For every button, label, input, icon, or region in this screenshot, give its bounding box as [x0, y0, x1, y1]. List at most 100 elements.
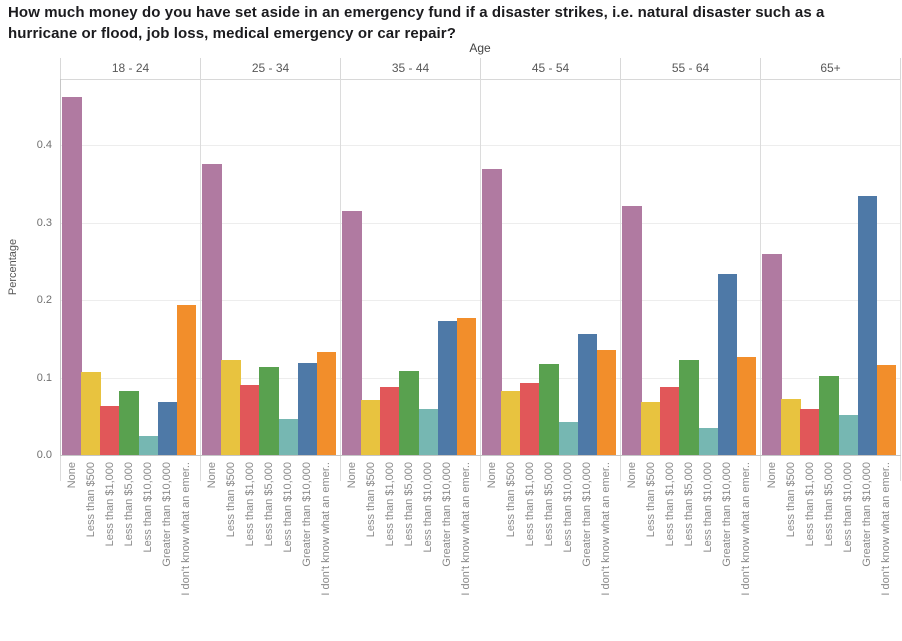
bar-55-64-cat5[interactable]	[698, 427, 719, 455]
facet-header-3[interactable]: 35 - 44	[340, 58, 480, 79]
bar-65+-cat2[interactable]	[781, 399, 801, 455]
bar-35-44-cat3[interactable]	[380, 386, 400, 455]
x-category-label[interactable]: None	[765, 462, 778, 489]
x-category-label[interactable]: Less than $500	[364, 462, 377, 538]
axis-tick-mark	[200, 455, 201, 481]
bar-45-54-cat4[interactable]	[539, 364, 559, 455]
x-category-label[interactable]: I don't know what an emer..	[600, 462, 613, 596]
x-category-label[interactable]: Less than $1,000	[383, 462, 396, 547]
bar-25-34-cat4[interactable]	[259, 367, 279, 455]
bar-65+-cat4[interactable]	[819, 375, 839, 455]
x-category-label[interactable]: None	[485, 462, 498, 489]
x-category-label[interactable]: I don't know what an emer..	[880, 462, 893, 596]
bar-55-64-cat1[interactable]	[622, 206, 642, 455]
x-category-label[interactable]: Less than $10,000	[842, 462, 855, 553]
facet-header-2[interactable]: 25 - 34	[200, 58, 340, 79]
facet-header-6[interactable]: 65+	[760, 58, 900, 79]
facet-header-1[interactable]: 18 - 24	[60, 58, 200, 79]
x-category-label[interactable]: Less than $1,000	[243, 462, 256, 547]
bar-55-64-cat7[interactable]	[736, 357, 757, 455]
x-category-label[interactable]: Less than $500	[84, 462, 97, 538]
x-category-label[interactable]: Less than $1,000	[523, 462, 536, 547]
x-category-label[interactable]: Less than $10,000	[702, 462, 715, 553]
bar-35-44-cat5[interactable]	[418, 409, 439, 455]
bar-65+-cat3[interactable]	[800, 408, 820, 455]
facet-header-4[interactable]: 45 - 54	[480, 58, 620, 79]
bar-55-64-cat4[interactable]	[679, 359, 699, 455]
bar-18-24-cat3[interactable]	[100, 406, 120, 455]
x-category-label[interactable]: Greater than $10,000	[301, 462, 314, 567]
bar-18-24-cat5[interactable]	[138, 435, 159, 455]
panel-divider	[760, 79, 761, 455]
x-category-label[interactable]: Greater than $10,000	[721, 462, 734, 567]
bar-65+-cat7[interactable]	[876, 365, 897, 455]
x-category-label[interactable]: Greater than $10,000	[161, 462, 174, 567]
x-category-label[interactable]: I don't know what an emer..	[740, 462, 753, 596]
bar-25-34-cat1[interactable]	[202, 164, 222, 455]
x-category-label[interactable]: Less than $500	[504, 462, 517, 538]
x-category-label[interactable]: Less than $5,000	[403, 462, 415, 547]
panel-divider	[480, 79, 481, 455]
x-category-label[interactable]: Less than $10,000	[282, 462, 295, 553]
x-category-label[interactable]: None	[625, 462, 638, 489]
x-category-label[interactable]: Greater than $10,000	[441, 462, 454, 567]
x-category-label[interactable]: Greater than $10,000	[861, 462, 874, 567]
x-category-label[interactable]: Less than $10,000	[562, 462, 575, 553]
panel-divider	[340, 79, 341, 455]
bar-25-34-cat2[interactable]	[221, 360, 241, 455]
bar-35-44-cat7[interactable]	[456, 317, 477, 455]
x-category-label[interactable]: None	[345, 462, 358, 489]
bar-65+-cat6[interactable]	[857, 196, 878, 455]
x-category-label[interactable]: I don't know what an emer..	[180, 462, 193, 596]
x-category-label[interactable]: Less than $5,000	[683, 462, 695, 547]
x-category-label[interactable]: Greater than $10,000	[581, 462, 594, 567]
bar-35-44-cat2[interactable]	[361, 399, 381, 455]
bar-45-54-cat6[interactable]	[577, 334, 598, 455]
x-category-label[interactable]: None	[205, 462, 218, 489]
axis-tick-mark	[340, 455, 341, 481]
x-category-label[interactable]: Less than $5,000	[543, 462, 555, 547]
bar-18-24-cat7[interactable]	[176, 304, 197, 455]
x-category-label[interactable]: I don't know what an emer..	[460, 462, 473, 596]
bar-25-34-cat7[interactable]	[316, 351, 337, 455]
x-category-label[interactable]: None	[65, 462, 78, 489]
y-axis-line	[60, 79, 61, 455]
bar-35-44-cat1[interactable]	[342, 210, 362, 455]
x-category-label[interactable]: Less than $5,000	[263, 462, 275, 547]
bar-18-24-cat6[interactable]	[157, 402, 178, 455]
x-category-label[interactable]: Less than $1,000	[103, 462, 116, 547]
bar-45-54-cat1[interactable]	[482, 169, 502, 455]
bar-45-54-cat3[interactable]	[520, 382, 540, 455]
bar-65+-cat1[interactable]	[762, 253, 782, 455]
y-tick-label-0.3: 0.3	[36, 216, 52, 229]
x-category-label[interactable]: Less than $500	[644, 462, 657, 538]
bar-25-34-cat5[interactable]	[278, 418, 299, 455]
x-category-label[interactable]: Less than $500	[784, 462, 797, 538]
axis-tick-mark	[480, 455, 481, 481]
bar-55-64-cat6[interactable]	[717, 274, 738, 455]
bar-55-64-cat3[interactable]	[660, 386, 680, 455]
bar-35-44-cat4[interactable]	[399, 371, 419, 455]
x-category-label[interactable]: Less than $1,000	[803, 462, 816, 547]
y-tick-label-0.0: 0.0	[36, 449, 52, 461]
bar-35-44-cat6[interactable]	[437, 320, 458, 455]
x-category-label[interactable]: Less than $10,000	[422, 462, 435, 553]
x-category-label[interactable]: Less than $1,000	[663, 462, 676, 547]
bar-45-54-cat5[interactable]	[558, 422, 579, 455]
bar-18-24-cat2[interactable]	[81, 372, 101, 455]
bar-18-24-cat1[interactable]	[62, 96, 82, 455]
x-category-label[interactable]: Less than $10,000	[142, 462, 155, 553]
x-category-label[interactable]: Less than $500	[224, 462, 237, 538]
bar-55-64-cat2[interactable]	[641, 401, 661, 455]
bar-45-54-cat7[interactable]	[596, 350, 617, 455]
bar-65+-cat5[interactable]	[838, 414, 859, 455]
bar-45-54-cat2[interactable]	[501, 390, 521, 455]
facet-header-5[interactable]: 55 - 64	[620, 58, 760, 79]
x-category-label[interactable]: Less than $5,000	[823, 462, 835, 547]
bar-25-34-cat6[interactable]	[297, 362, 318, 455]
x-category-label[interactable]: Less than $5,000	[123, 462, 135, 547]
bar-25-34-cat3[interactable]	[240, 385, 260, 455]
x-category-label[interactable]: I don't know what an emer..	[320, 462, 333, 596]
bar-18-24-cat4[interactable]	[119, 391, 139, 455]
axis-tick-mark	[60, 455, 61, 481]
